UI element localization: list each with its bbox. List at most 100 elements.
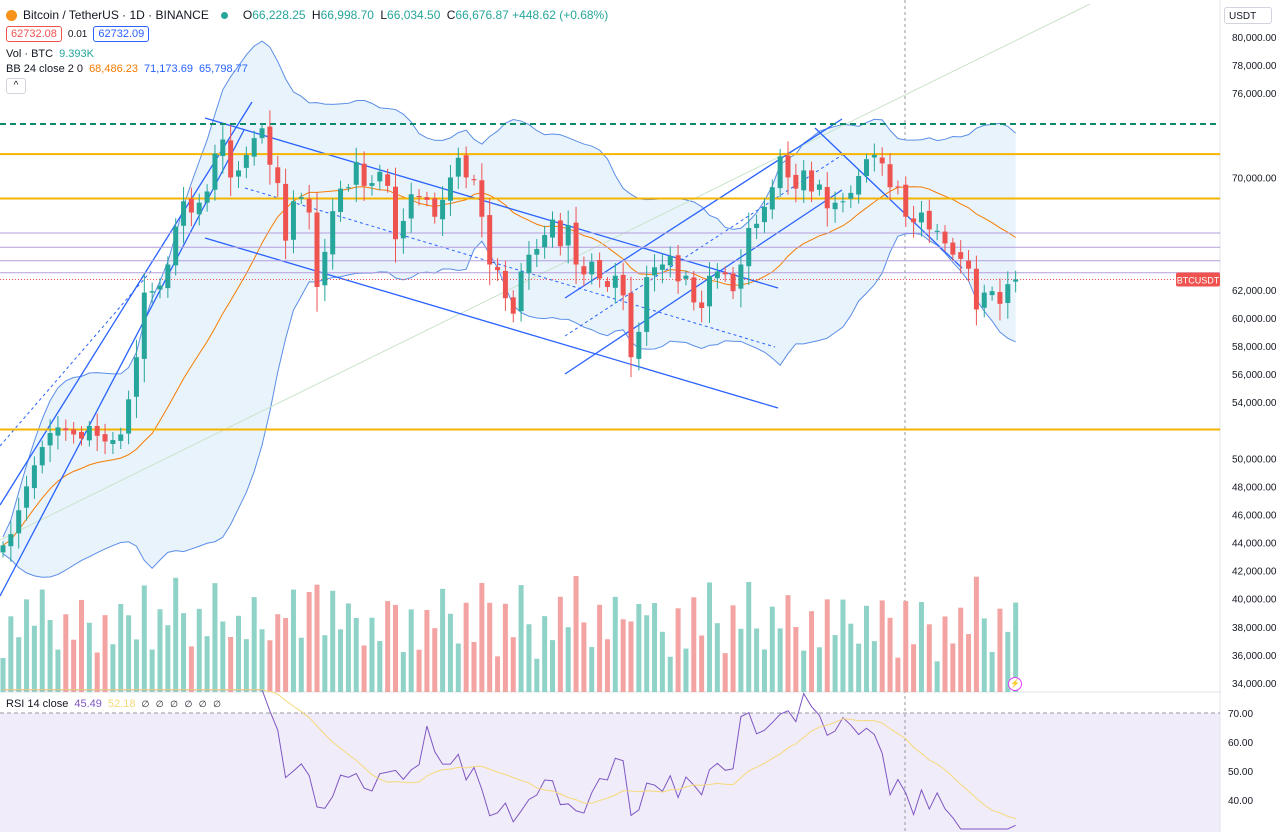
candle-body xyxy=(534,249,540,255)
candle-body xyxy=(463,155,469,178)
candle-body xyxy=(24,486,30,508)
uptrend-channel-upper xyxy=(0,101,253,506)
price-tick: 54,000.00 xyxy=(1232,398,1277,409)
volume-bar xyxy=(746,582,752,692)
volume-legend[interactable]: Vol · BTC 9.393K xyxy=(6,48,94,60)
sell-price-button[interactable]: 62732.08 xyxy=(6,26,62,42)
volume-bar xyxy=(769,606,775,692)
candle-body xyxy=(738,264,744,289)
trend-lines[interactable] xyxy=(0,3,1091,597)
price-tick: 62,000.00 xyxy=(1232,286,1277,297)
volume-bar xyxy=(63,614,69,692)
volume-bar xyxy=(314,584,320,692)
volume-label: Vol · BTC xyxy=(6,48,54,60)
volume-bar xyxy=(463,602,469,692)
candle-body xyxy=(887,164,893,188)
price-tick: 56,000.00 xyxy=(1232,370,1277,381)
candle-body xyxy=(86,426,92,441)
low-value: 66,034.50 xyxy=(387,8,441,22)
volume-bar xyxy=(699,635,705,692)
buy-price-button[interactable]: 62732.09 xyxy=(93,26,150,42)
volume-value: 9.393K xyxy=(59,48,94,60)
candle-body xyxy=(487,215,493,265)
volume-bar xyxy=(864,605,869,692)
volume-bar xyxy=(761,649,767,692)
rsi-extra-values: ∅ ∅ ∅ ∅ ∅ ∅ xyxy=(141,698,223,709)
candle-body xyxy=(667,256,673,266)
volume-bar xyxy=(636,603,642,692)
volume-bar xyxy=(887,617,893,692)
volume-bar xyxy=(298,637,304,692)
candle-body xyxy=(864,159,869,177)
candle-body xyxy=(440,199,446,220)
candle-body xyxy=(385,174,391,186)
volume-bar xyxy=(573,576,579,692)
volume-bar xyxy=(652,603,658,692)
candle-body xyxy=(801,170,807,191)
bullflag-lower xyxy=(204,237,779,409)
price-tick: 36,000.00 xyxy=(1232,651,1277,662)
volume-bar xyxy=(809,611,815,692)
candle-body xyxy=(63,428,69,431)
rsi-value: 45.49 xyxy=(74,698,102,710)
uptrend-mid-dashed xyxy=(0,269,153,447)
volume-bar xyxy=(997,608,1003,692)
rsi-legend[interactable]: RSI 14 close 45.49 52.18 ∅ ∅ ∅ ∅ ∅ ∅ xyxy=(6,698,223,710)
bitcoin-icon xyxy=(6,9,17,21)
candle-body xyxy=(212,153,218,190)
candle-body xyxy=(110,440,116,444)
candle-body xyxy=(157,285,163,290)
volume-bar xyxy=(903,601,909,692)
volume-bar xyxy=(824,599,830,692)
volume-bar xyxy=(557,596,563,692)
bb-legend[interactable]: BB 24 close 2 0 68,486.23 71,173.69 65,7… xyxy=(6,63,248,75)
candle-body xyxy=(644,277,650,332)
volume-bar xyxy=(981,618,987,692)
volume-bar xyxy=(267,640,273,692)
candle-body xyxy=(424,197,430,200)
volume-bar xyxy=(165,625,171,692)
volume-bar xyxy=(581,622,587,692)
rsi-tick: 60.00 xyxy=(1228,738,1253,749)
volume-bar xyxy=(644,615,650,692)
volume-bar xyxy=(228,636,234,692)
candle-body xyxy=(267,126,273,165)
candle-body xyxy=(330,211,336,255)
volume-bar xyxy=(47,620,53,692)
candle-body xyxy=(918,212,924,223)
candle-body xyxy=(479,180,485,217)
candle-body xyxy=(141,292,147,359)
volume-bars xyxy=(0,576,1019,692)
candle-body xyxy=(620,274,626,296)
candle-body xyxy=(840,201,846,203)
symbol-title[interactable]: Bitcoin / TetherUS · 1D · BINANCE xyxy=(23,8,209,22)
candle-body xyxy=(816,184,822,190)
volume-bar xyxy=(400,652,406,692)
price-axis[interactable]: 80,000.00 78,000.00 76,000.00 70,000.00 62,0… xyxy=(1221,28,1280,832)
volume-bar xyxy=(510,637,516,692)
candle-body xyxy=(652,267,658,276)
volume-bar xyxy=(589,647,595,692)
candle-body xyxy=(691,277,697,303)
lightning-icon[interactable]: ⚡ xyxy=(1008,677,1022,691)
candle-body xyxy=(55,427,61,436)
price-tick: 40,000.00 xyxy=(1232,595,1277,606)
volume-bar xyxy=(502,603,508,692)
candle-body xyxy=(699,302,705,309)
candle-body xyxy=(856,176,862,195)
candle-body xyxy=(550,219,555,238)
candle-body xyxy=(408,194,414,219)
volume-bar xyxy=(777,628,783,692)
close-value: 66,676.87 xyxy=(455,8,509,22)
volume-bar xyxy=(8,616,14,692)
collapse-legend-button[interactable]: ^ xyxy=(6,78,26,94)
candle-body xyxy=(31,465,37,489)
candle-body xyxy=(557,220,563,247)
currency-selector[interactable]: USDT xyxy=(1224,7,1272,24)
candle-body xyxy=(79,431,84,439)
bb-lower-value: 65,798.77 xyxy=(198,63,248,75)
candle-body xyxy=(722,272,728,275)
volume-bar xyxy=(958,607,964,692)
bb-fill xyxy=(3,41,1016,578)
